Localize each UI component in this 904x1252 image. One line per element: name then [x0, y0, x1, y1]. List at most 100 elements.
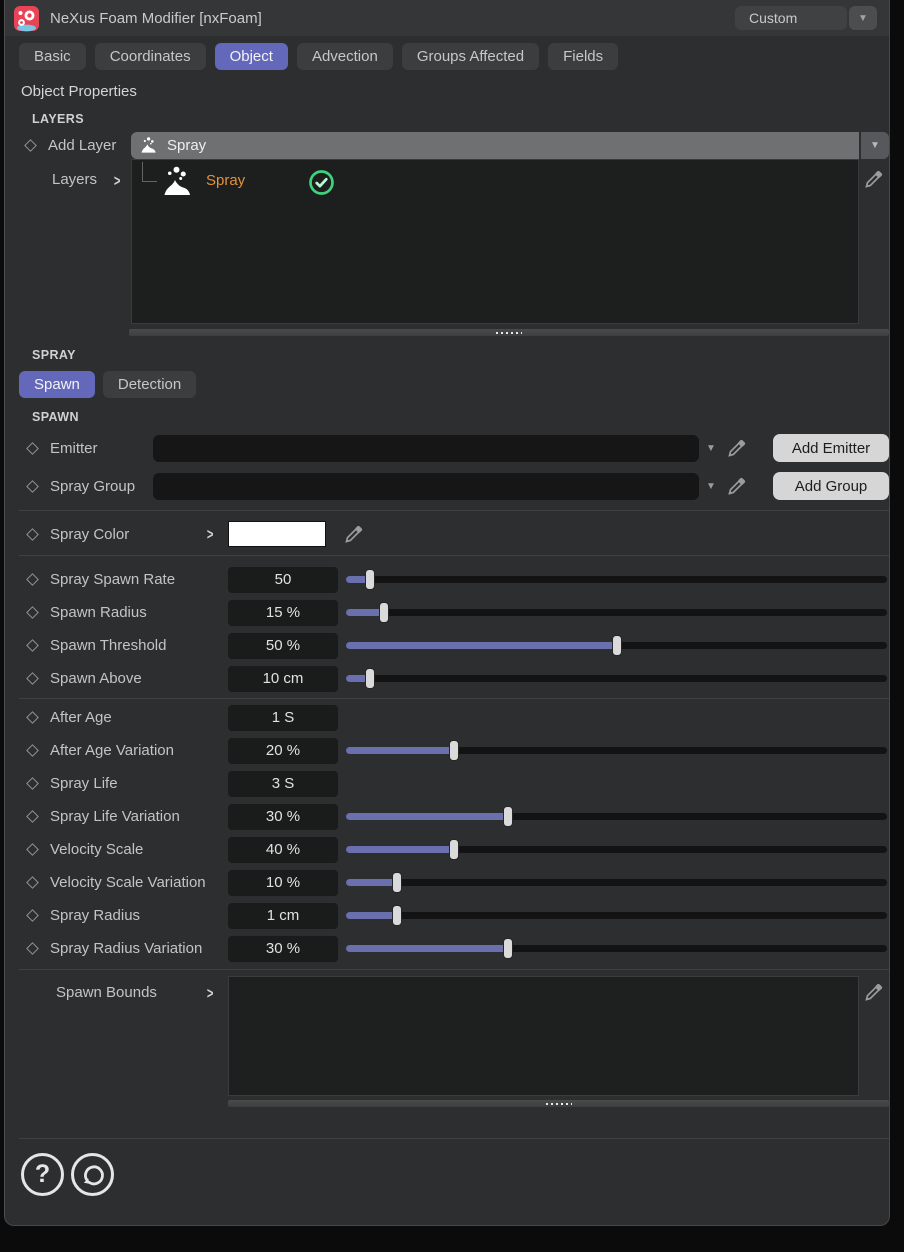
- keyframe-diamond-icon[interactable]: [26, 527, 39, 541]
- tab-fields[interactable]: Fields: [548, 43, 619, 70]
- eyedropper-icon[interactable]: [725, 474, 749, 498]
- slider[interactable]: [346, 602, 887, 623]
- eyedropper-icon[interactable]: [862, 980, 886, 1004]
- divider: [19, 510, 889, 511]
- value-field[interactable]: 50 %: [228, 632, 338, 659]
- value-field[interactable]: 1 S: [228, 704, 338, 731]
- reset-circular-arrow-icon: [83, 1164, 104, 1185]
- slider-handle[interactable]: [378, 602, 389, 623]
- title-bar: NeXus Foam Modifier [nxFoam] Custom ▼: [5, 0, 889, 36]
- preset-select[interactable]: Custom: [735, 6, 847, 30]
- eyedropper-icon[interactable]: [342, 522, 366, 546]
- layer-list-item[interactable]: Spray: [132, 160, 858, 204]
- keyframe-diamond-icon[interactable]: [26, 606, 39, 619]
- bounds-resize-handle[interactable]: [228, 1100, 889, 1107]
- keyframe-diamond-icon[interactable]: [24, 139, 37, 152]
- add-group-button[interactable]: Add Group: [773, 472, 889, 500]
- tab-basic[interactable]: Basic: [19, 43, 86, 70]
- slider[interactable]: [346, 806, 887, 827]
- tab-object[interactable]: Object: [214, 43, 288, 70]
- param-label: Spray Spawn Rate: [50, 571, 176, 588]
- keyframe-diamond-icon[interactable]: [26, 441, 39, 455]
- emitter-label: Emitter: [50, 439, 98, 457]
- slider[interactable]: [346, 635, 887, 656]
- keyframe-diamond-icon[interactable]: [26, 810, 39, 823]
- keyframe-diamond-icon[interactable]: [26, 843, 39, 856]
- value-field[interactable]: 40 %: [228, 836, 338, 863]
- slider-handle[interactable]: [611, 635, 622, 656]
- keyframe-diamond-icon[interactable]: [26, 573, 39, 586]
- slider[interactable]: [346, 569, 887, 590]
- spray-tab-bar: Spawn Detection: [19, 371, 889, 398]
- slider-handle[interactable]: [365, 668, 376, 689]
- param-row: Spray Radius 1 cm: [5, 899, 889, 932]
- value-field[interactable]: 15 %: [228, 599, 338, 626]
- value-field[interactable]: 30 %: [228, 935, 338, 962]
- value-field[interactable]: 30 %: [228, 803, 338, 830]
- tab-advection[interactable]: Advection: [296, 43, 393, 70]
- spray-color-row: Spray Color >: [5, 517, 889, 551]
- help-button[interactable]: ?: [21, 1153, 64, 1196]
- spray-color-swatch[interactable]: [228, 521, 326, 547]
- keyframe-diamond-icon[interactable]: [26, 777, 39, 790]
- value-field[interactable]: 1 cm: [228, 902, 338, 929]
- add-layer-dropdown-button[interactable]: ▼: [861, 132, 889, 159]
- slider[interactable]: [346, 938, 887, 959]
- keyframe-diamond-icon[interactable]: [26, 744, 39, 757]
- keyframe-diamond-icon[interactable]: [26, 479, 39, 493]
- expand-chevron-icon[interactable]: >: [206, 983, 214, 1002]
- spawn-section-heading: SPAWN: [32, 410, 79, 424]
- keyframe-diamond-icon[interactable]: [26, 876, 39, 889]
- layers-row: Layers > Spray: [5, 159, 889, 324]
- add-layer-select[interactable]: Spray: [131, 132, 859, 159]
- param-row: Spray Radius Variation 30 %: [5, 932, 889, 965]
- chevron-down-icon[interactable]: ▼: [706, 480, 716, 492]
- slider[interactable]: [346, 668, 887, 689]
- keyframe-diamond-icon[interactable]: [26, 942, 39, 955]
- slider-handle[interactable]: [392, 905, 403, 926]
- emitter-link-field[interactable]: [153, 434, 699, 462]
- layer-list[interactable]: Spray: [131, 159, 859, 324]
- add-emitter-button[interactable]: Add Emitter: [773, 434, 889, 462]
- slider[interactable]: [346, 740, 887, 761]
- keyframe-diamond-icon[interactable]: [26, 711, 39, 724]
- slider-handle[interactable]: [392, 872, 403, 893]
- param-label: After Age Variation: [50, 742, 174, 759]
- value-field[interactable]: 10 cm: [228, 665, 338, 692]
- eyedropper-icon[interactable]: [862, 167, 886, 191]
- keyframe-diamond-icon[interactable]: [26, 672, 39, 685]
- slider[interactable]: [346, 839, 887, 860]
- slider-handle[interactable]: [449, 839, 460, 860]
- keyframe-diamond-icon[interactable]: [26, 909, 39, 922]
- value-field[interactable]: 20 %: [228, 737, 338, 764]
- param-label: Velocity Scale: [50, 841, 144, 858]
- chevron-down-icon[interactable]: ▼: [706, 442, 716, 454]
- expand-chevron-icon[interactable]: >: [113, 170, 121, 189]
- value-field[interactable]: 50: [228, 566, 338, 593]
- slider[interactable]: [346, 905, 887, 926]
- expand-chevron-icon[interactable]: >: [206, 524, 214, 544]
- param-label: After Age: [50, 709, 112, 726]
- eyedropper-icon[interactable]: [725, 436, 749, 460]
- reset-button[interactable]: [71, 1153, 114, 1196]
- value-field[interactable]: 3 S: [228, 770, 338, 797]
- layer-enabled-check-icon[interactable]: [308, 169, 335, 196]
- preset-dropdown-button[interactable]: ▼: [849, 6, 877, 30]
- slider-handle[interactable]: [503, 938, 514, 959]
- slider[interactable]: [346, 872, 887, 893]
- tab-detection[interactable]: Detection: [102, 371, 197, 398]
- spawn-bounds-list[interactable]: [228, 976, 859, 1096]
- slider-handle[interactable]: [449, 740, 460, 761]
- list-resize-handle[interactable]: [129, 329, 889, 336]
- nxfoam-app-icon: [14, 5, 39, 31]
- tab-spawn[interactable]: Spawn: [19, 371, 95, 398]
- tab-groups-affected[interactable]: Groups Affected: [401, 43, 540, 70]
- spray-group-link-field[interactable]: [153, 472, 699, 500]
- slider-handle[interactable]: [365, 569, 376, 590]
- tab-coordinates[interactable]: Coordinates: [94, 43, 206, 70]
- keyframe-diamond-icon[interactable]: [26, 639, 39, 652]
- param-label: Spray Radius Variation: [50, 940, 203, 957]
- slider-handle[interactable]: [503, 806, 514, 827]
- value-field[interactable]: 10 %: [228, 869, 338, 896]
- param-label: Spawn Threshold: [50, 637, 167, 654]
